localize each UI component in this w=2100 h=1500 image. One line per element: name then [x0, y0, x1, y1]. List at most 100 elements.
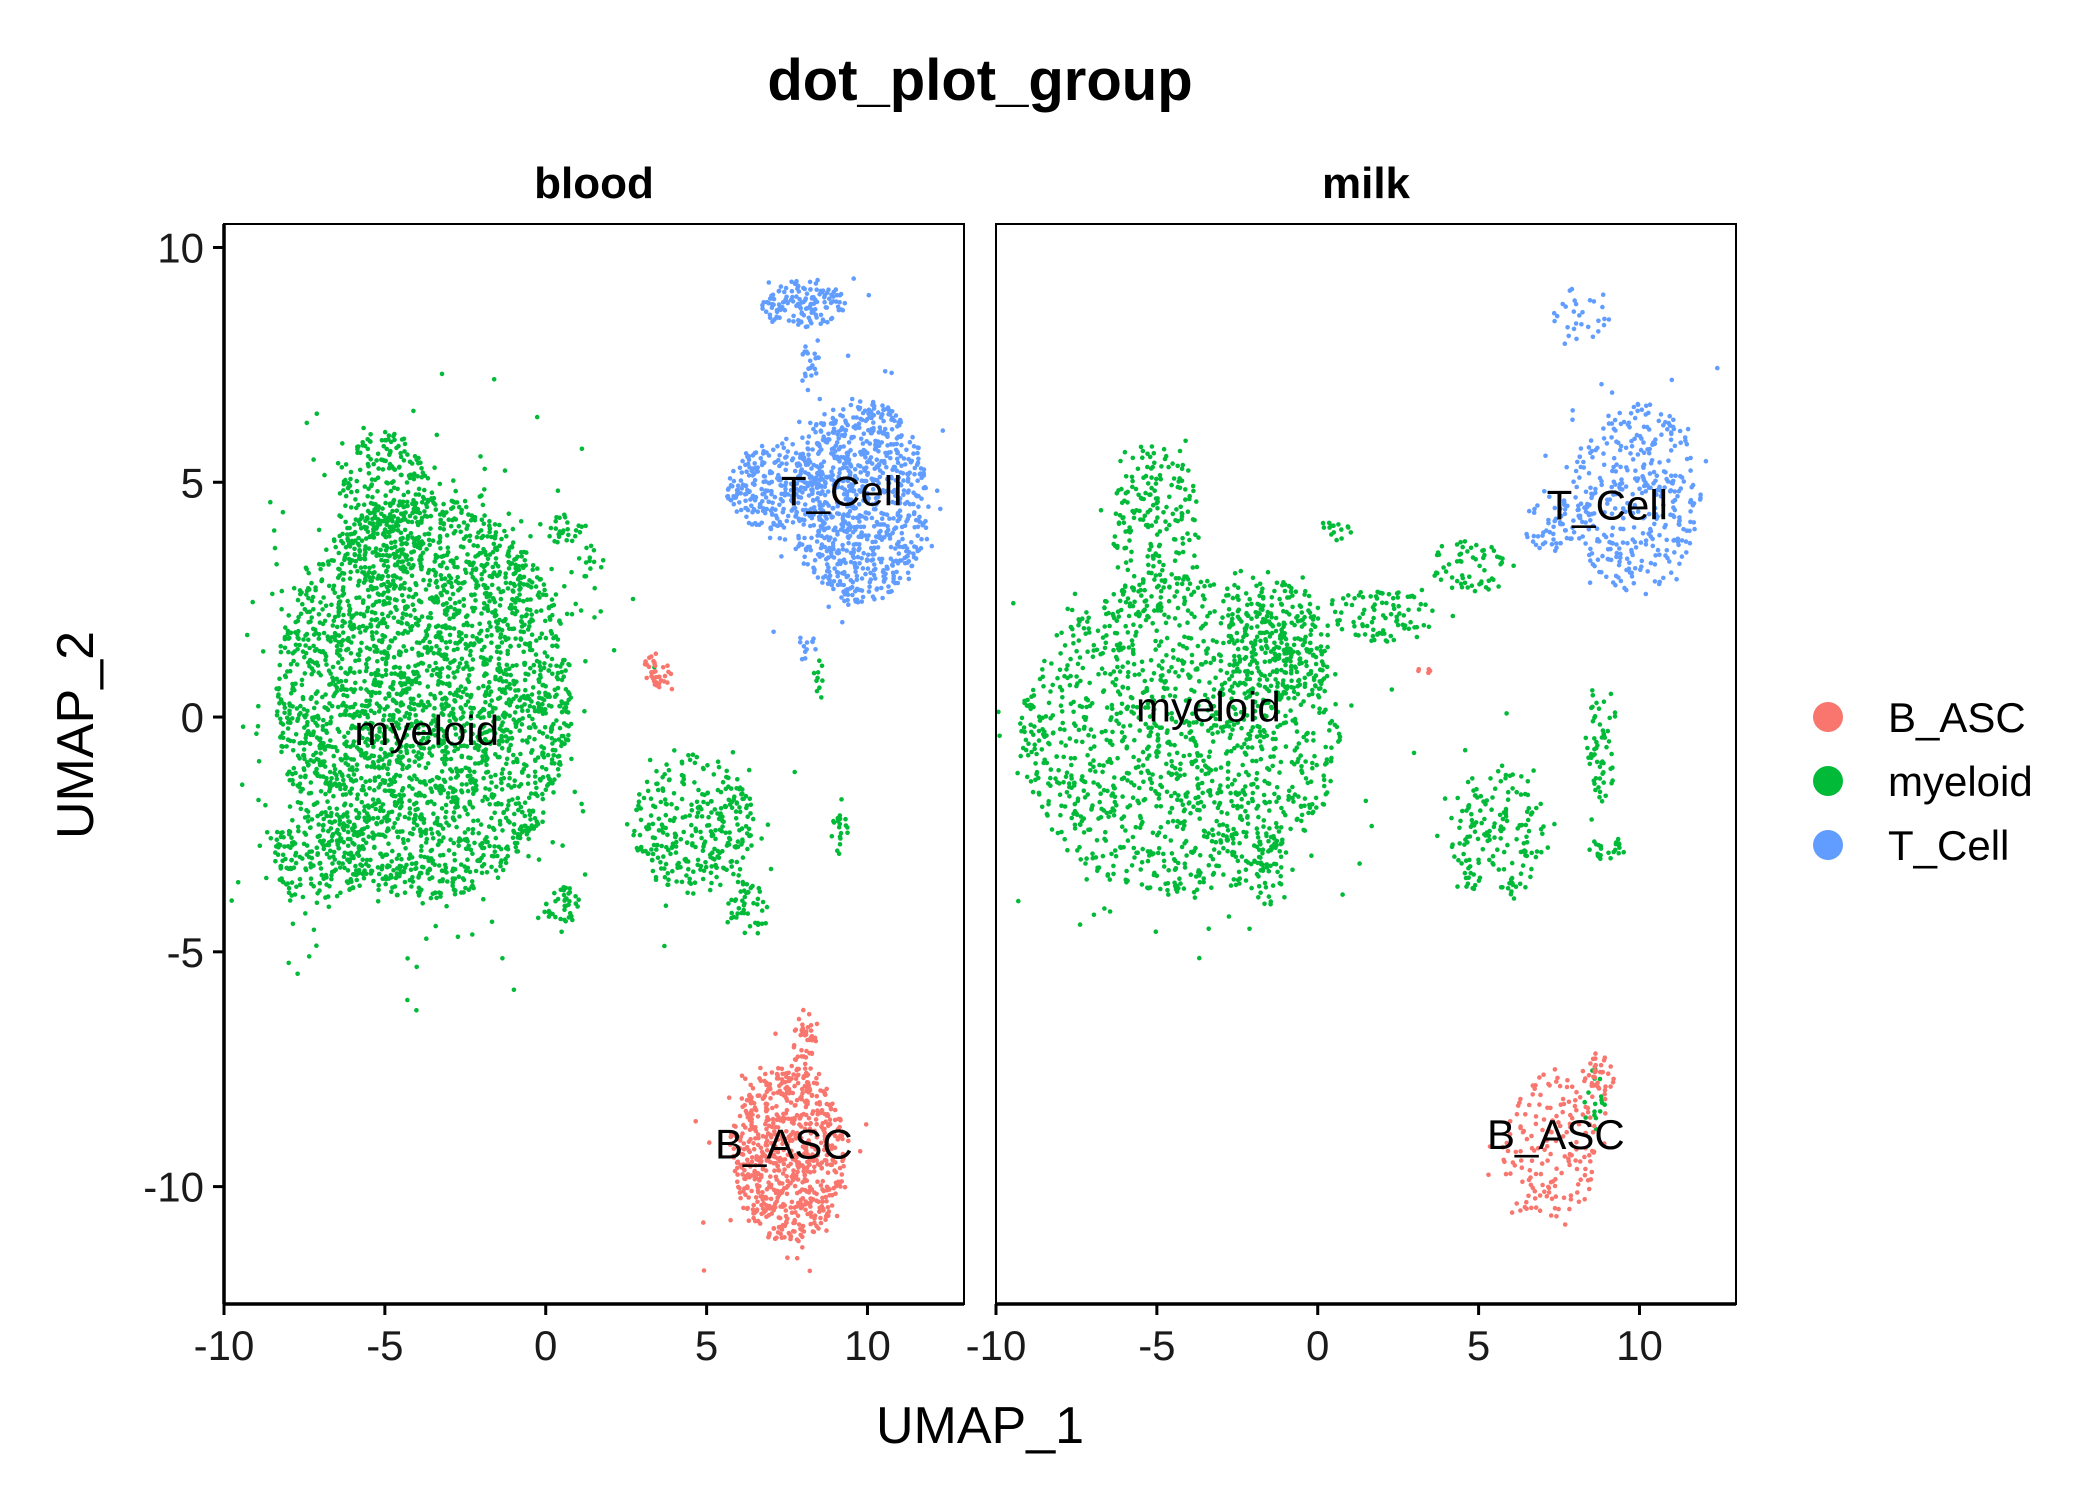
- point: [414, 800, 419, 806]
- point: [482, 563, 488, 568]
- point: [448, 767, 453, 772]
- point: [869, 558, 874, 563]
- point: [497, 822, 503, 827]
- point: [506, 818, 511, 824]
- point: [400, 837, 406, 842]
- point: [551, 753, 556, 758]
- point: [917, 514, 922, 520]
- point: [809, 515, 815, 521]
- point: [352, 552, 358, 557]
- point: [483, 786, 488, 791]
- point: [364, 857, 370, 863]
- point: [821, 459, 827, 465]
- point: [684, 840, 690, 846]
- point: [674, 839, 679, 845]
- point: [434, 643, 439, 649]
- point: [467, 538, 473, 544]
- point: [646, 826, 652, 831]
- point: [840, 619, 845, 625]
- cluster-myeloid-blood-8: [829, 797, 850, 857]
- point: [240, 724, 246, 729]
- point: [425, 684, 431, 689]
- point: [478, 454, 483, 459]
- point: [885, 443, 890, 448]
- point: [901, 456, 907, 461]
- point: [340, 587, 346, 593]
- point: [498, 776, 504, 782]
- point: [293, 732, 299, 737]
- point: [335, 842, 341, 848]
- point: [853, 589, 858, 594]
- point: [361, 787, 367, 793]
- point: [381, 734, 387, 739]
- point: [898, 482, 904, 488]
- point: [371, 744, 376, 750]
- point: [394, 691, 400, 697]
- point: [307, 609, 313, 615]
- point: [274, 562, 279, 567]
- point: [555, 670, 561, 676]
- point: [652, 804, 658, 810]
- point: [527, 812, 533, 818]
- point: [805, 440, 810, 446]
- point: [501, 671, 507, 677]
- point: [286, 613, 292, 618]
- point: [417, 743, 422, 748]
- point: [451, 810, 457, 815]
- point: [392, 539, 398, 545]
- point: [402, 449, 407, 454]
- point: [391, 655, 397, 660]
- point: [469, 879, 475, 884]
- point: [293, 642, 299, 648]
- point: [720, 779, 726, 785]
- point: [375, 531, 380, 537]
- point: [348, 836, 353, 842]
- point: [450, 711, 456, 717]
- point: [450, 517, 455, 523]
- chart-title: dot_plot_group: [767, 48, 1192, 113]
- point: [391, 868, 396, 873]
- point: [452, 658, 457, 663]
- point: [906, 471, 911, 477]
- point: [386, 600, 392, 606]
- point: [316, 527, 322, 533]
- point: [481, 521, 487, 527]
- point: [423, 765, 429, 771]
- point: [374, 458, 379, 463]
- point: [559, 743, 564, 749]
- point: [409, 550, 414, 555]
- point: [916, 504, 921, 510]
- point: [871, 567, 877, 573]
- point: [512, 605, 518, 611]
- point: [331, 854, 336, 859]
- point: [874, 464, 880, 469]
- point: [419, 755, 424, 760]
- point: [489, 698, 495, 703]
- point: [362, 709, 368, 714]
- point: [673, 844, 679, 849]
- point: [461, 877, 467, 883]
- point: [370, 816, 376, 821]
- point: [373, 644, 379, 650]
- point: [396, 652, 402, 657]
- point: [380, 467, 386, 472]
- point: [391, 679, 396, 685]
- point: [807, 544, 812, 550]
- point: [271, 528, 277, 533]
- point: [374, 701, 380, 706]
- point: [443, 809, 449, 815]
- point: [815, 496, 820, 501]
- point: [729, 799, 734, 805]
- point: [546, 781, 551, 787]
- point: [448, 575, 454, 581]
- point: [453, 805, 458, 810]
- point: [679, 879, 685, 885]
- point: [337, 818, 343, 823]
- point: [387, 534, 392, 539]
- point: [856, 515, 862, 520]
- point: [463, 868, 469, 874]
- point: [412, 538, 417, 543]
- point: [530, 716, 535, 722]
- point: [844, 588, 850, 594]
- point: [295, 716, 301, 721]
